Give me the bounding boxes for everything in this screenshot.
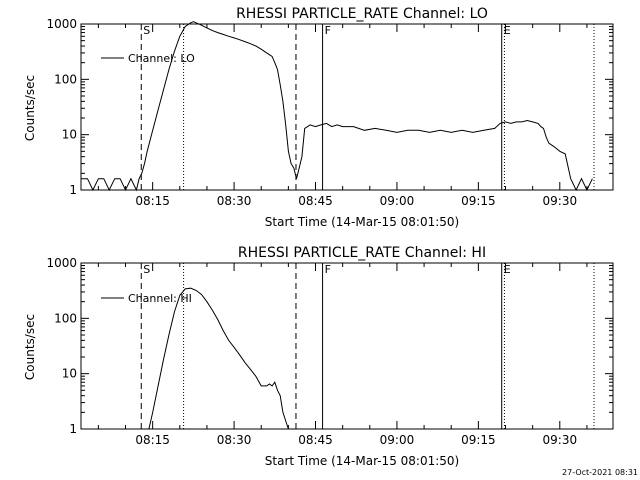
y-tick-label: 1000: [46, 17, 77, 31]
panel-lo-ylabel: Counts/sec: [23, 75, 37, 141]
panel-hi: RHESSI PARTICLE_RATE Channel: HI Start T…: [23, 245, 614, 468]
marker-label: F: [325, 263, 331, 276]
y-tick-label: 100: [54, 311, 77, 325]
x-tick-label: 08:45: [298, 194, 333, 208]
x-tick-label: 09:15: [461, 194, 496, 208]
panel-lo-legend-label: Channel: LO: [128, 52, 195, 65]
panel-hi-ylabel: Counts/sec: [23, 314, 37, 380]
panel-lo: RHESSI PARTICLE_RATE Channel: LO Start T…: [23, 6, 614, 229]
x-tick-label: 09:00: [380, 194, 415, 208]
x-tick-label: 08:15: [135, 194, 170, 208]
panel-lo-title: RHESSI PARTICLE_RATE Channel: LO: [236, 6, 488, 22]
x-tick-label: 09:00: [380, 433, 415, 447]
panel-lo-axes: 08:15 08:30 08:45 09:00 09:15 09:30 1 10 100 1000: [46, 17, 613, 208]
y-tick-label: 1: [69, 422, 77, 436]
marker-label: S: [143, 263, 150, 276]
panel-hi-series: [148, 287, 289, 430]
y-tick-label: 10: [62, 128, 77, 142]
series-line: [148, 287, 289, 430]
y-tick-label: 10: [62, 367, 77, 381]
marker-label: E: [504, 263, 511, 276]
panel-hi-xlabel: Start Time (14-Mar-15 08:01:50): [265, 454, 459, 468]
series-line: [81, 21, 593, 192]
marker-label: E: [504, 24, 511, 37]
x-tick-label: 09:15: [461, 433, 496, 447]
x-tick-label: 08:30: [217, 433, 252, 447]
panel-hi-legend: Channel: HI: [101, 292, 192, 305]
panel-hi-frame: [80, 262, 614, 430]
panel-hi-axes: 08:15 08:30 08:45 09:00 09:15 09:30 1 10 100 1000: [46, 256, 613, 447]
panel-hi-legend-label: Channel: HI: [128, 292, 192, 305]
marker-label: F: [325, 24, 331, 37]
x-tick-label: 08:30: [217, 194, 252, 208]
y-tick-label: 1000: [46, 256, 77, 270]
marker-label: S: [143, 24, 150, 37]
panel-lo-xlabel: Start Time (14-Mar-15 08:01:50): [265, 215, 459, 229]
x-tick-label: 09:30: [543, 433, 578, 447]
panel-lo-series: [81, 21, 593, 192]
x-tick-label: 09:30: [543, 194, 578, 208]
y-tick-label: 100: [54, 72, 77, 86]
panel-hi-title: RHESSI PARTICLE_RATE Channel: HI: [238, 245, 486, 261]
x-tick-label: 08:45: [298, 433, 333, 447]
x-tick-label: 08:15: [135, 433, 170, 447]
panel-lo-frame: [80, 23, 614, 191]
plot-timestamp: 27-Oct-2021 08:31: [562, 468, 638, 477]
y-tick-label: 1: [69, 183, 77, 197]
panel-lo-legend: Channel: LO: [101, 52, 195, 65]
